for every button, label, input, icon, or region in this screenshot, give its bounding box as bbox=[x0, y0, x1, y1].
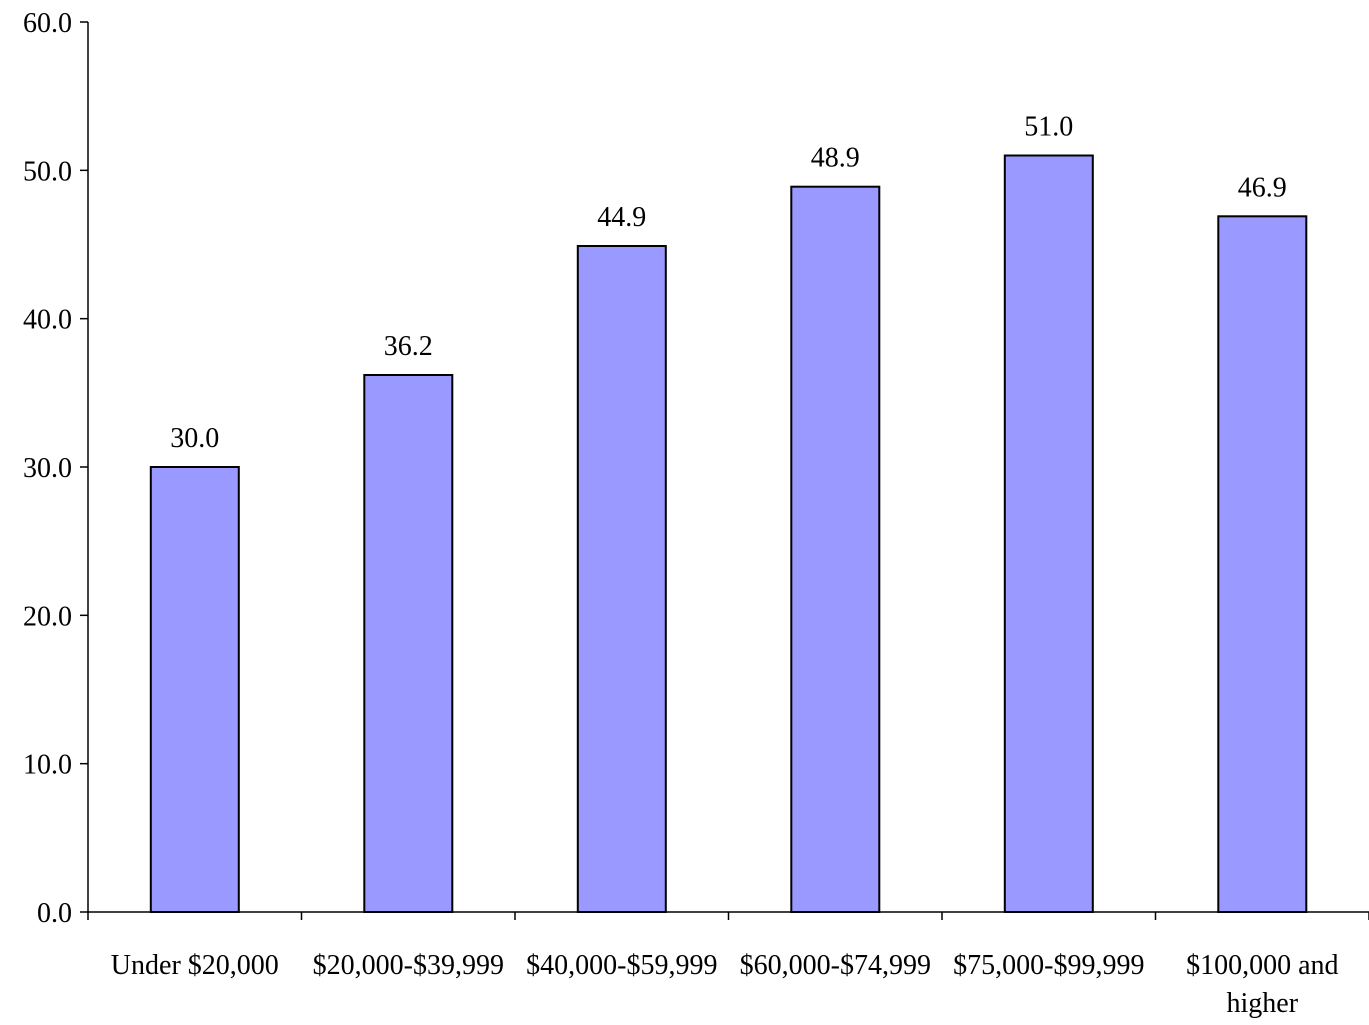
data-label-3: 48.9 bbox=[811, 143, 860, 174]
bar-1 bbox=[363, 374, 454, 913]
x-tick-label-3: $60,000-$74,999 bbox=[740, 950, 931, 981]
x-tick-label-line: Under $20,000 bbox=[111, 950, 279, 981]
x-tick-label-line: $100,000 and bbox=[1186, 950, 1338, 981]
bar-0 bbox=[149, 466, 240, 913]
data-label-1: 36.2 bbox=[384, 331, 433, 362]
x-tick-label-0: Under $20,000 bbox=[111, 950, 279, 981]
x-tick-label-line: $60,000-$74,999 bbox=[740, 950, 931, 981]
axes-layer bbox=[80, 21, 1369, 920]
bar-5 bbox=[1217, 215, 1308, 914]
x-tick-label-line: $75,000-$99,999 bbox=[953, 950, 1144, 981]
x-tick-label-4: $75,000-$99,999 bbox=[953, 950, 1144, 981]
y-tick-label-3: 30.0 bbox=[23, 453, 72, 484]
bar-4 bbox=[1003, 154, 1094, 913]
bar-3 bbox=[790, 185, 881, 913]
data-label-0: 30.0 bbox=[170, 423, 219, 454]
x-tick-label-line: $20,000-$39,999 bbox=[313, 950, 504, 981]
x-tick-label-line: $40,000-$59,999 bbox=[526, 950, 717, 981]
labels-layer: 30.0 36.2 44.9 48.9 51.0 46.9 0.0 10.0 20.0 30.0 4… bbox=[23, 8, 1339, 1019]
data-label-5: 46.9 bbox=[1238, 172, 1287, 203]
data-label-4: 51.0 bbox=[1024, 112, 1073, 143]
x-tick-label-1: $20,000-$39,999 bbox=[313, 950, 504, 981]
y-tick-label-5: 50.0 bbox=[23, 156, 72, 187]
x-tick-label-2: $40,000-$59,999 bbox=[526, 950, 717, 981]
x-tick-label-5: $100,000 and higher bbox=[1186, 950, 1338, 1019]
data-label-2: 44.9 bbox=[597, 202, 646, 233]
y-tick-label-2: 20.0 bbox=[23, 601, 72, 632]
y-tick-label-4: 40.0 bbox=[23, 305, 72, 336]
y-tick-label-6: 60.0 bbox=[23, 8, 72, 39]
bar-2 bbox=[576, 245, 667, 913]
y-tick-label-1: 10.0 bbox=[23, 750, 72, 781]
bars-layer bbox=[149, 154, 1308, 914]
y-tick-label-0: 0.0 bbox=[37, 898, 72, 929]
x-tick-label-line: higher bbox=[1227, 988, 1299, 1019]
